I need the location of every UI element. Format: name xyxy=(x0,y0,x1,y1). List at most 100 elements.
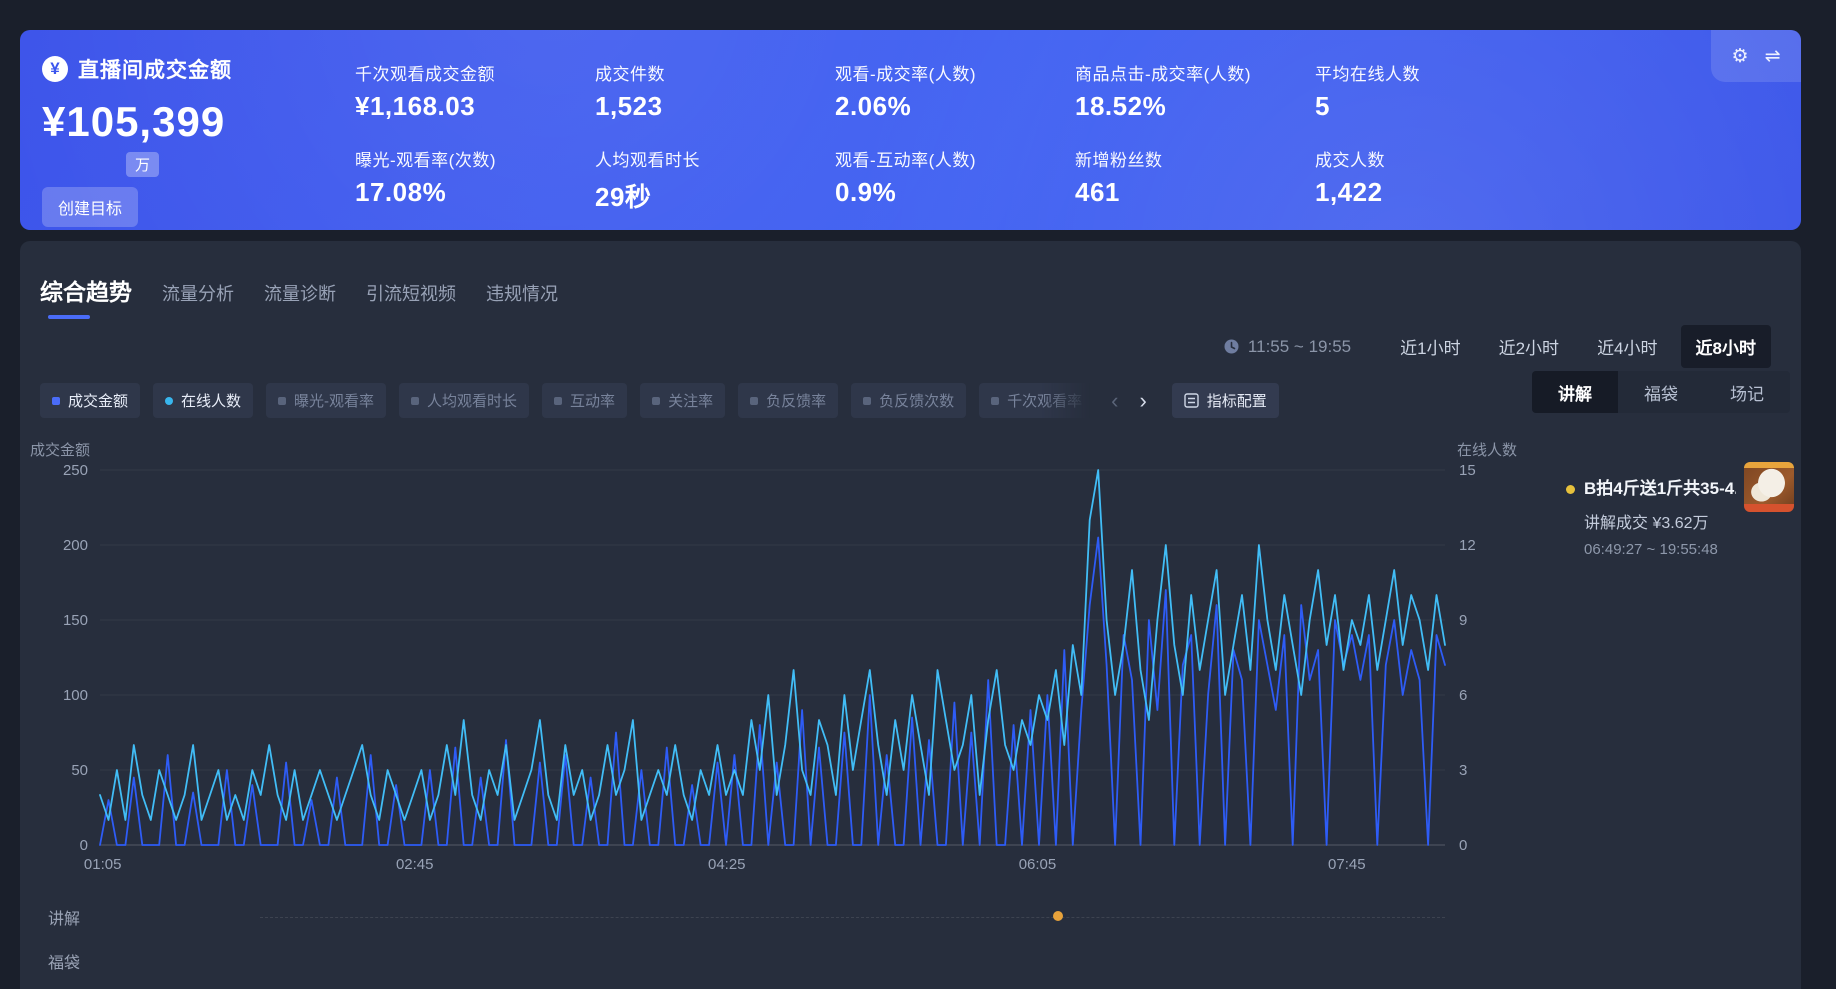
create-goal-button[interactable]: 创建目标 xyxy=(42,187,139,227)
chip-follow-rate[interactable]: 关注率 xyxy=(640,383,726,418)
svg-text:100: 100 xyxy=(63,687,88,704)
header-kpi-card: ¥ 直播间成交金额 ¥105,399 万 创建目标 千次观看成交金额 ¥1,16… xyxy=(20,30,1801,230)
chip-label: 千次观看率 xyxy=(1007,393,1083,410)
yen-circle-icon: ¥ xyxy=(42,56,68,82)
chip-label: 关注率 xyxy=(668,393,714,410)
svg-text:15: 15 xyxy=(1459,462,1476,479)
kpi-column-5: 平均在线人数 5 成交人数 1,422 xyxy=(1315,30,1545,230)
explain-event-marker[interactable] xyxy=(1052,911,1063,921)
kpi-cell: 商品点击-成交率(人数) 18.52% xyxy=(1075,60,1251,122)
sidebar-tab-lucky-bag[interactable]: 福袋 xyxy=(1644,384,1678,404)
kpi-label: 曝光-观看率(次数) xyxy=(355,151,496,170)
series-dot-gray xyxy=(411,396,420,405)
explain-item-title[interactable]: B拍4斤送1斤共35-4... xyxy=(1584,479,1736,498)
chip-interaction-rate[interactable]: 互动率 xyxy=(542,383,628,418)
kpi-column-3: 观看-成交率(人数) 2.06% 观看-互动率(人数) 0.9% xyxy=(835,30,1065,230)
kpi-label: 观看-成交率(人数) xyxy=(835,65,976,84)
series-dot-cyan xyxy=(165,396,174,405)
chevron-left-icon[interactable]: ‹ xyxy=(1111,387,1119,413)
series-dot-gray xyxy=(652,396,661,405)
config-button-label: 指标配置 xyxy=(1206,393,1267,410)
svg-text:成交金额: 成交金额 xyxy=(30,441,90,459)
chip-label: 互动率 xyxy=(570,393,616,410)
chip-label: 负反馈率 xyxy=(766,393,827,410)
kpi-cell: 曝光-观看率(次数) 17.08% xyxy=(355,146,496,208)
explain-item-deal: 讲解成交 ¥3.62万 xyxy=(1584,515,1709,532)
lane-label-lucky-bag: 福袋 xyxy=(48,955,81,972)
svg-text:3: 3 xyxy=(1459,762,1467,779)
svg-text:06:05: 06:05 xyxy=(1019,856,1057,873)
kpi-value: 2.06% xyxy=(835,91,912,121)
svg-text:04:25: 04:25 xyxy=(708,856,746,873)
chip-avg-watch-time[interactable]: 人均观看时长 xyxy=(399,383,530,418)
time-button-4h[interactable]: 近4小时 xyxy=(1597,339,1658,358)
lane-label-explain: 讲解 xyxy=(48,911,81,928)
kpi-label: 平均在线人数 xyxy=(1315,65,1420,84)
chip-label: 成交金额 xyxy=(68,393,129,410)
svg-text:01:05: 01:05 xyxy=(84,856,122,873)
svg-text:12: 12 xyxy=(1459,537,1476,554)
series-dot-gray xyxy=(863,396,872,405)
kpi-cell: 千次观看成交金额 ¥1,168.03 xyxy=(355,60,495,122)
svg-text:07:45: 07:45 xyxy=(1328,856,1366,873)
time-button-8h[interactable]: 近8小时 xyxy=(1680,325,1771,368)
svg-text:50: 50 xyxy=(71,762,88,779)
series-dot-gray xyxy=(991,396,1000,405)
kpi-value: 0.9% xyxy=(835,177,897,207)
main-kpi: ¥ 直播间成交金额 ¥105,399 万 创建目标 xyxy=(42,54,232,227)
kpi-cell: 新增粉丝数 461 xyxy=(1075,146,1163,208)
chip-negative-feedback-rate[interactable]: 负反馈率 xyxy=(738,383,839,418)
chip-per-thousand-views[interactable]: 千次观看率 xyxy=(979,383,1095,418)
kpi-column-2: 成交件数 1,523 人均观看时长 29秒 xyxy=(595,30,825,230)
chip-gmv[interactable]: 成交金额 xyxy=(40,383,141,418)
chip-label: 在线人数 xyxy=(181,393,242,410)
kpi-label: 观看-互动率(人数) xyxy=(835,151,976,170)
chip-label: 人均观看时长 xyxy=(427,393,518,410)
kpi-value: 29秒 xyxy=(595,182,652,212)
lane-line-explain xyxy=(260,917,1445,918)
main-kpi-value: ¥105,399 xyxy=(42,98,226,145)
kpi-label: 人均观看时长 xyxy=(595,151,700,170)
kpi-column-4: 商品点击-成交率(人数) 18.52% 新增粉丝数 461 xyxy=(1075,30,1305,230)
panel-tabs: 综合趋势 流量分析 流量诊断 引流短视频 违规情况 xyxy=(40,273,558,319)
svg-text:0: 0 xyxy=(1459,837,1467,854)
metric-config-button[interactable]: 指标配置 xyxy=(1171,383,1279,418)
tab-short-video[interactable]: 引流短视频 xyxy=(366,284,456,304)
tab-violations[interactable]: 违规情况 xyxy=(486,284,558,304)
chip-exposure-view-rate[interactable]: 曝光-观看率 xyxy=(266,383,387,418)
trend-chart[interactable]: 0 50 100 150 200 250 0 3 6 9 12 15 成交金额 在线人数 01:05 02:4… xyxy=(20,441,1801,881)
sidebar-tab-explain[interactable]: 讲解 xyxy=(1532,371,1618,413)
sidebar-tab-log[interactable]: 场记 xyxy=(1730,384,1764,404)
kpi-label: 成交件数 xyxy=(595,65,665,84)
kpi-cell: 人均观看时长 29秒 xyxy=(595,146,700,214)
series-dot-gray xyxy=(554,396,563,405)
tab-traffic-diagnosis[interactable]: 流量诊断 xyxy=(264,284,336,304)
tab-traffic-analysis[interactable]: 流量分析 xyxy=(162,284,234,304)
kpi-label: 商品点击-成交率(人数) xyxy=(1075,65,1251,84)
svg-text:200: 200 xyxy=(63,537,88,554)
sidebar-tabs: 讲解 福袋 场记 xyxy=(1532,371,1790,413)
kpi-value: 17.08% xyxy=(355,177,447,207)
svg-text:9: 9 xyxy=(1459,612,1467,629)
kpi-value: ¥1,168.03 xyxy=(355,91,476,121)
series-dot-gray xyxy=(750,396,759,405)
trend-panel: 综合趋势 流量分析 流量诊断 引流短视频 违规情况 11:55 ~ 19:55 … xyxy=(20,241,1801,989)
time-range-text: 11:55 ~ 19:55 xyxy=(1247,336,1352,356)
series-dot-blue xyxy=(52,396,60,405)
product-thumbnail[interactable] xyxy=(1744,462,1794,512)
kpi-label: 新增粉丝数 xyxy=(1075,151,1163,170)
chip-negative-feedback-count[interactable]: 负反馈次数 xyxy=(851,383,967,418)
series-dot-gray xyxy=(278,396,287,405)
chip-label: 曝光-观看率 xyxy=(294,393,375,410)
swap-icon[interactable]: ⇌ xyxy=(1764,45,1781,67)
kpi-cell: 观看-成交率(人数) 2.06% xyxy=(835,60,976,122)
kpi-value: 461 xyxy=(1075,177,1120,207)
time-controls: 11:55 ~ 19:55 近1小时 近2小时 近4小时 近8小时 xyxy=(1223,325,1771,368)
chip-online-users[interactable]: 在线人数 xyxy=(153,383,254,418)
time-button-2h[interactable]: 近2小时 xyxy=(1498,339,1560,358)
kpi-cell: 观看-互动率(人数) 0.9% xyxy=(835,146,976,208)
tab-overall-trend[interactable]: 综合趋势 xyxy=(40,273,132,319)
gear-icon[interactable]: ⚙ xyxy=(1731,45,1749,67)
chevron-right-icon[interactable]: › xyxy=(1139,387,1147,413)
time-button-1h[interactable]: 近1小时 xyxy=(1400,339,1461,358)
